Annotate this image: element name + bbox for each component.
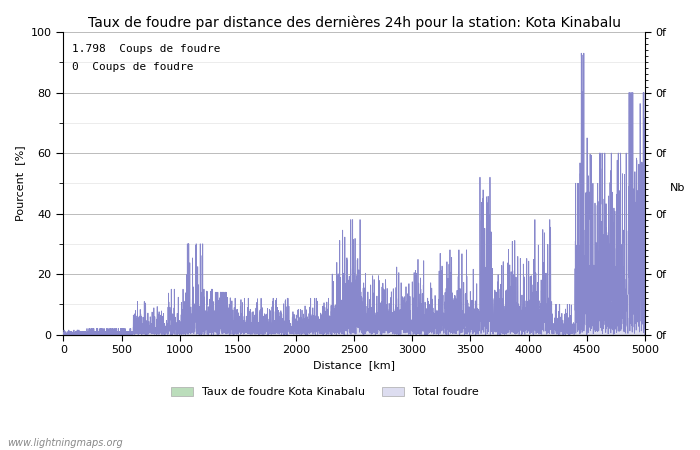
Text: 1.798  Coups de foudre: 1.798 Coups de foudre <box>72 44 220 54</box>
Title: Taux de foudre par distance des dernières 24h pour la station: Kota Kinabalu: Taux de foudre par distance des dernière… <box>88 15 621 30</box>
Legend: Taux de foudre Kota Kinabalu, Total foudre: Taux de foudre Kota Kinabalu, Total foud… <box>167 382 483 402</box>
Y-axis label: Pourcent  [%]: Pourcent [%] <box>15 145 25 221</box>
X-axis label: Distance  [km]: Distance [km] <box>313 360 395 370</box>
Text: 0  Coups de foudre: 0 Coups de foudre <box>72 62 194 72</box>
Text: www.lightningmaps.org: www.lightningmaps.org <box>7 438 122 448</box>
Y-axis label: Nb: Nb <box>670 183 685 194</box>
